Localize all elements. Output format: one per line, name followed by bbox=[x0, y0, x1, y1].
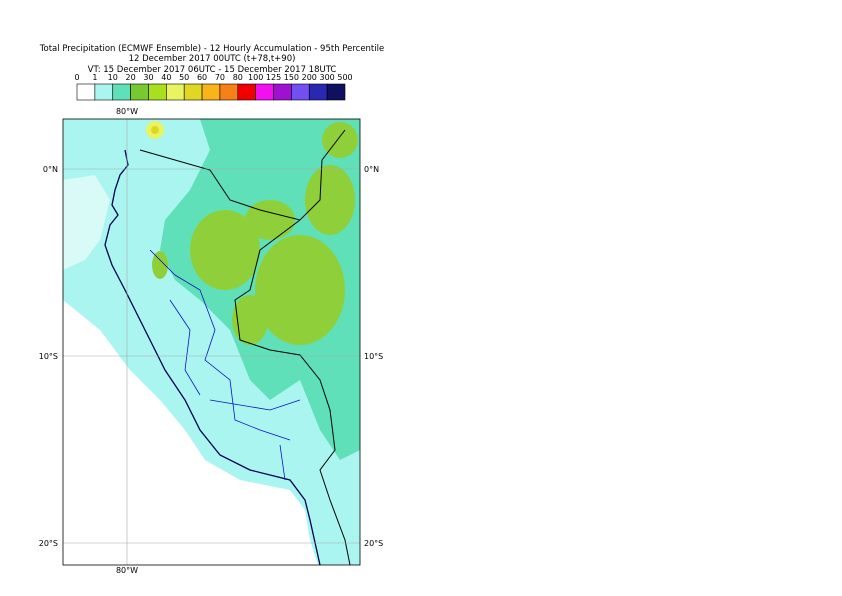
legend-swatch bbox=[326, 83, 346, 101]
legend-label: 125 bbox=[266, 73, 281, 82]
legend-swatch bbox=[255, 83, 274, 101]
legend-label: 10 bbox=[108, 73, 118, 82]
heavy-rain bbox=[151, 126, 159, 134]
legend-label: 500 bbox=[337, 73, 352, 82]
legend: 0 1 10 20 30 40 50 60 70 80 100 125 150 200 300 500 bbox=[74, 73, 353, 101]
border bbox=[139, 129, 351, 565]
title-line: 12 December 2017 00UTC (t+78,t+90) bbox=[129, 54, 296, 64]
legend-label: 100 bbox=[248, 73, 263, 82]
legend-swatch bbox=[291, 83, 310, 101]
legend-swatch bbox=[237, 83, 256, 101]
lon-label: 80°W bbox=[116, 566, 138, 575]
lon-label: 80°W bbox=[116, 107, 138, 116]
legend-label: 40 bbox=[161, 73, 171, 82]
map-frame bbox=[62, 118, 361, 566]
legend-label: 80 bbox=[233, 73, 243, 82]
coastline bbox=[104, 149, 321, 565]
legend-swatch bbox=[308, 83, 328, 101]
legend-label: 300 bbox=[319, 73, 334, 82]
legend-swatch bbox=[201, 83, 221, 101]
legend-label: 0 bbox=[74, 73, 79, 82]
legend-label: 60 bbox=[197, 73, 207, 82]
lat-label: 0°N bbox=[364, 165, 379, 174]
lat-label: 20°S bbox=[39, 539, 58, 548]
lat-label: 20°S bbox=[364, 539, 383, 548]
legend-label: 20 bbox=[126, 73, 136, 82]
map bbox=[63, 119, 360, 565]
legend-label: 1 bbox=[92, 73, 97, 82]
heavy-rain bbox=[152, 122, 358, 345]
legend-label: 200 bbox=[302, 73, 317, 82]
lat-label: 0°N bbox=[43, 165, 58, 174]
legend-swatch bbox=[148, 83, 167, 101]
admin-boundary bbox=[149, 249, 301, 481]
legend-swatch bbox=[273, 83, 292, 101]
legend-swatch bbox=[166, 83, 185, 101]
legend-label: 30 bbox=[143, 73, 153, 82]
legend-swatch bbox=[130, 83, 149, 101]
title-line: VT: 15 December 2017 06UTC - 15 December… bbox=[88, 65, 337, 75]
legend-label: 50 bbox=[179, 73, 189, 82]
legend-label: 70 bbox=[215, 73, 225, 82]
lat-label: 10°S bbox=[39, 352, 58, 361]
legend-swatch bbox=[219, 83, 239, 101]
legend-swatch bbox=[94, 83, 114, 101]
lat-label: 10°S bbox=[364, 352, 383, 361]
legend-swatch bbox=[76, 83, 96, 101]
legend-swatch bbox=[183, 83, 203, 101]
title-line: Total Precipitation (ECMWF Ensemble) - 1… bbox=[39, 44, 384, 54]
legend-swatch bbox=[112, 83, 131, 101]
legend-label: 150 bbox=[284, 73, 299, 82]
ocean-light bbox=[63, 175, 110, 270]
